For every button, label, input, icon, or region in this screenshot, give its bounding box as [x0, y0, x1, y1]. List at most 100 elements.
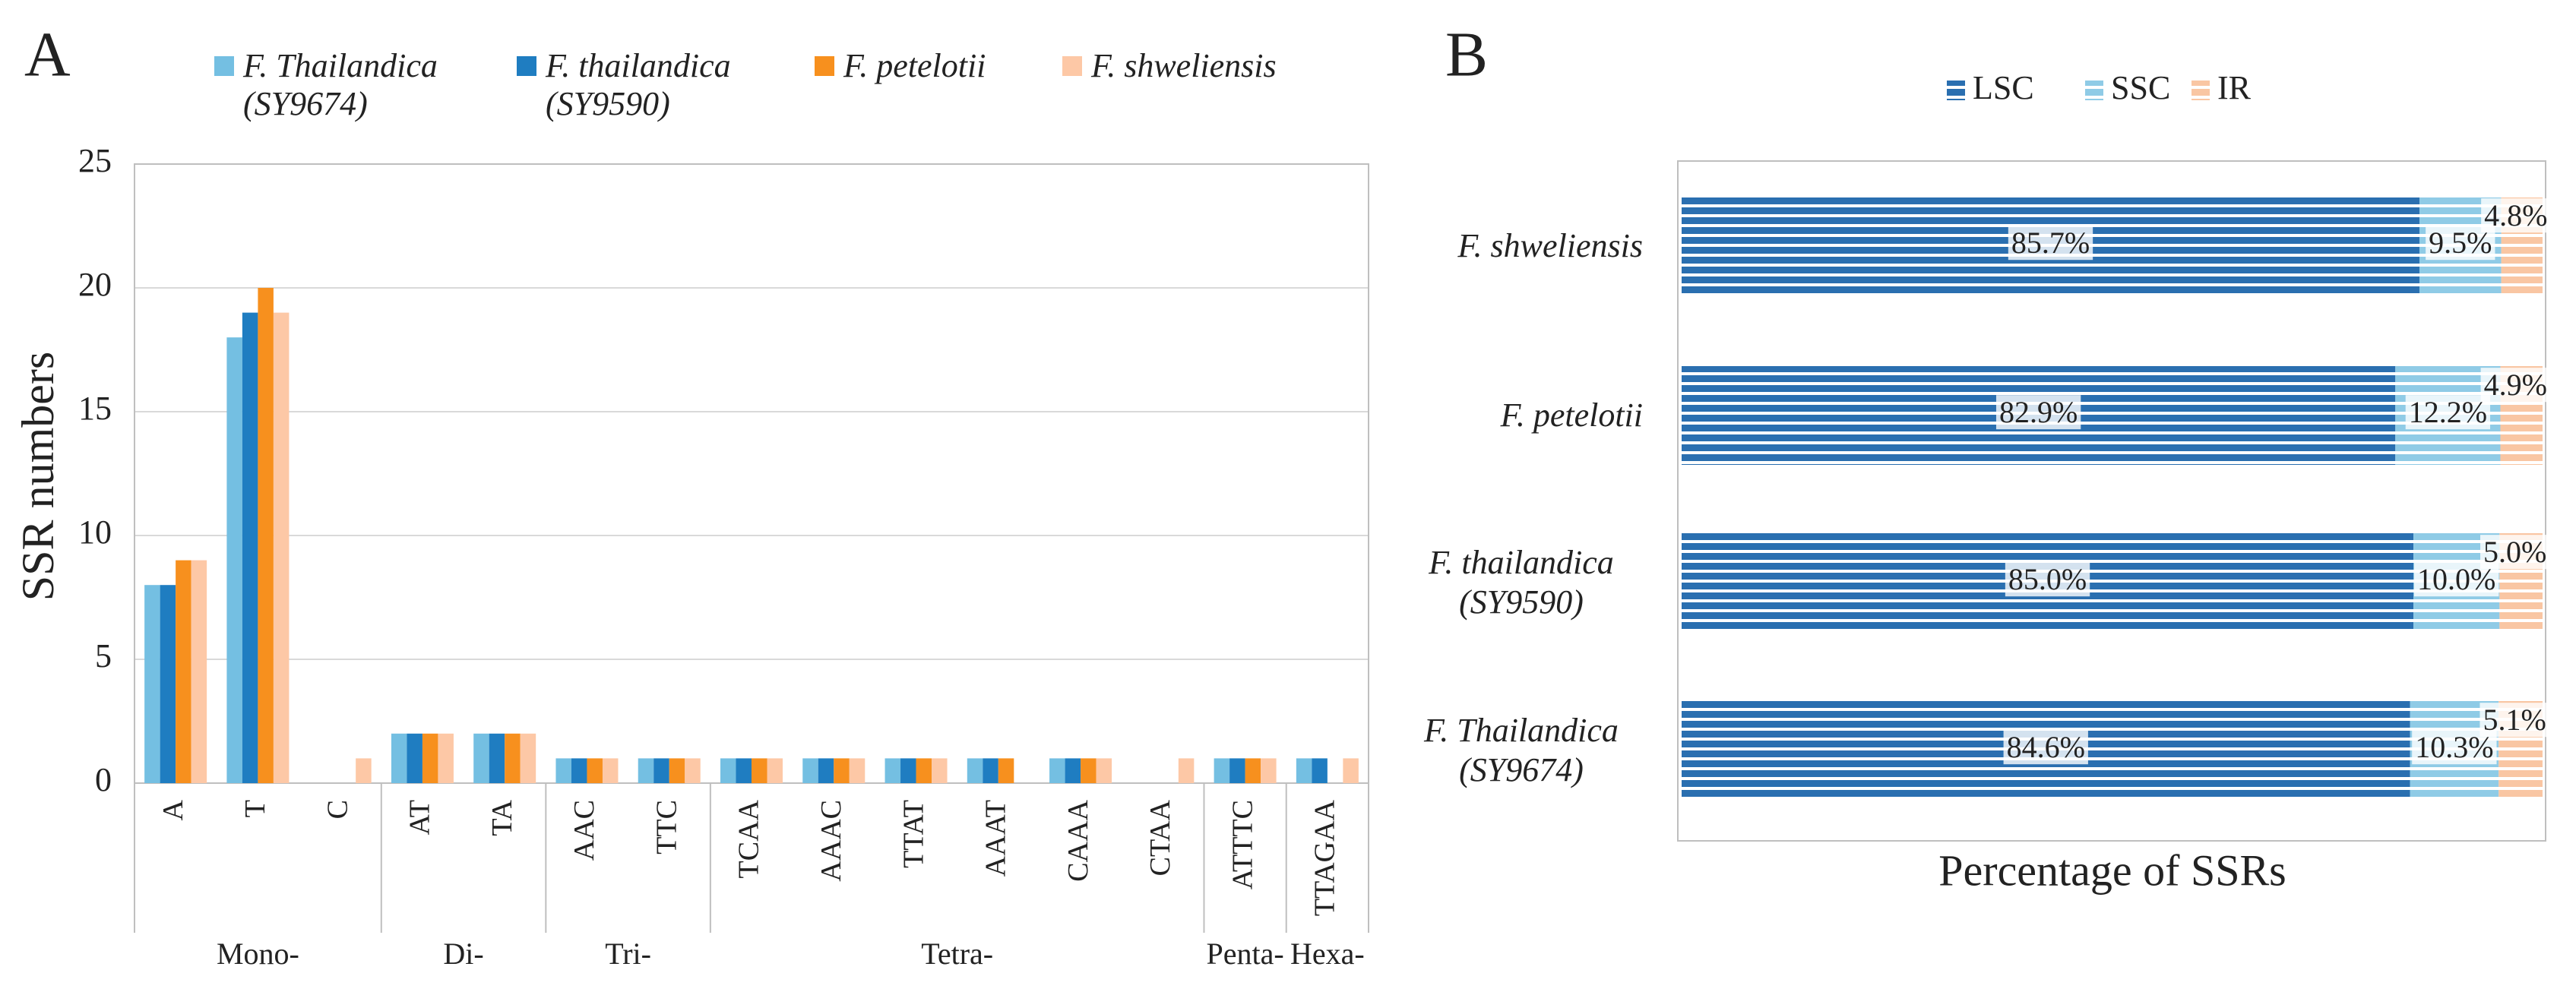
- legend-label: IR: [2217, 69, 2252, 106]
- bar: [520, 733, 536, 783]
- panel-label: A: [24, 19, 71, 90]
- x-tick-label: TTAGAA: [1309, 799, 1341, 916]
- bar: [1178, 758, 1195, 783]
- bar: [818, 758, 834, 783]
- label-background: [2480, 535, 2550, 570]
- x-tick-label: TCAA: [733, 799, 765, 878]
- bar: [555, 758, 571, 783]
- bar: [736, 758, 752, 783]
- bar: [685, 758, 701, 783]
- legend-label: LSC: [1973, 69, 2034, 106]
- bar: [669, 758, 685, 783]
- bar: [1261, 758, 1277, 783]
- y-tick-label: 10: [78, 513, 112, 551]
- plot-frame: [134, 163, 1369, 784]
- bar: [144, 585, 160, 783]
- y-tick-label: F. shweliensis: [1457, 227, 1643, 264]
- x-tick-label: CTAA: [1144, 799, 1176, 876]
- plot-frame: [1677, 160, 2546, 842]
- bar: [438, 733, 454, 783]
- data-label: 85.7%: [2011, 226, 2090, 260]
- data-label: 84.6%: [2007, 730, 2085, 764]
- y-tick-label: 20: [78, 266, 112, 303]
- legend-swatch: [2085, 81, 2103, 100]
- bar: [1049, 758, 1065, 783]
- bar: [967, 758, 983, 783]
- bar: [602, 758, 619, 783]
- y-tick-label: F. thailandica (SY9590): [1429, 544, 1614, 621]
- legend-swatch: [815, 56, 834, 76]
- label-background: [2481, 198, 2551, 233]
- bar: [473, 733, 489, 783]
- bar: [505, 733, 521, 783]
- x-tick-label: AAAT: [980, 800, 1012, 877]
- bar: [638, 758, 654, 783]
- data-label: 4.8%: [2484, 198, 2547, 232]
- bar: [1065, 758, 1081, 783]
- group-label: Penta-: [1207, 937, 1284, 971]
- bar: [900, 758, 916, 783]
- x-tick-label: ATTTC: [1226, 800, 1258, 889]
- y-tick-label: 15: [78, 390, 112, 427]
- bar: [1343, 758, 1359, 783]
- legend-swatch: [2191, 81, 2210, 100]
- data-label: 85.0%: [2008, 562, 2087, 596]
- y-tick-label: F. Thailandica (SY9674): [1424, 712, 1619, 788]
- data-label: 12.2%: [2409, 395, 2487, 429]
- x-tick-label: TTC: [650, 800, 682, 855]
- bar: [998, 758, 1014, 783]
- bar: [489, 733, 505, 783]
- bar: [1081, 758, 1097, 783]
- y-tick-label: 25: [78, 142, 112, 179]
- x-tick-label: CAAA: [1062, 799, 1094, 881]
- legend-entry: F. petelotii: [815, 47, 986, 85]
- x-axis-label: Percentage of SSRs: [1938, 845, 2286, 895]
- legend-entry: F. Thailandica (SY9674): [214, 47, 471, 123]
- x-tick-label: AAC: [568, 800, 600, 861]
- bar: [767, 758, 783, 783]
- label-background: [2003, 730, 2088, 765]
- bar: [242, 312, 258, 784]
- bar: [885, 758, 901, 783]
- bar: [1245, 758, 1261, 783]
- group-label: Hexa-: [1290, 937, 1365, 971]
- bar: [273, 312, 290, 784]
- panel-label: B: [1445, 19, 1488, 90]
- group-label: Di-: [443, 937, 483, 971]
- bar: [916, 758, 932, 783]
- bar: [849, 758, 866, 783]
- x-tick-label: AAAC: [815, 800, 847, 882]
- x-tick-label: TA: [486, 799, 518, 836]
- bar: [1312, 758, 1328, 783]
- label-background: [2405, 395, 2491, 430]
- legend-entry: F. shweliensis: [1062, 47, 1277, 85]
- bar: [802, 758, 818, 783]
- y-tick-label: F. petelotii: [1500, 396, 1643, 434]
- bar: [571, 758, 587, 783]
- bar: [752, 758, 767, 783]
- bar: [1096, 758, 1112, 783]
- bar: [932, 758, 948, 783]
- legend-swatch: [1062, 56, 1082, 76]
- bar: [422, 733, 438, 783]
- legend-swatch: [214, 56, 234, 76]
- bar: [258, 288, 274, 783]
- label-background: [2008, 226, 2093, 261]
- bar: [176, 560, 191, 783]
- group-label: Tetra-: [921, 937, 993, 971]
- group-label: Tri-: [605, 937, 651, 971]
- data-label: 82.9%: [1999, 395, 2078, 429]
- bar: [983, 758, 998, 783]
- label-background: [2479, 703, 2549, 738]
- bar: [834, 758, 850, 783]
- x-tick-label: AT: [404, 800, 436, 835]
- bar: [1214, 758, 1230, 783]
- bar: [407, 733, 422, 783]
- data-label: 5.0%: [2483, 535, 2546, 569]
- x-tick-label: C: [321, 800, 353, 819]
- bar: [653, 758, 669, 783]
- y-tick-label: 5: [95, 637, 112, 674]
- x-tick-label: T: [239, 800, 271, 817]
